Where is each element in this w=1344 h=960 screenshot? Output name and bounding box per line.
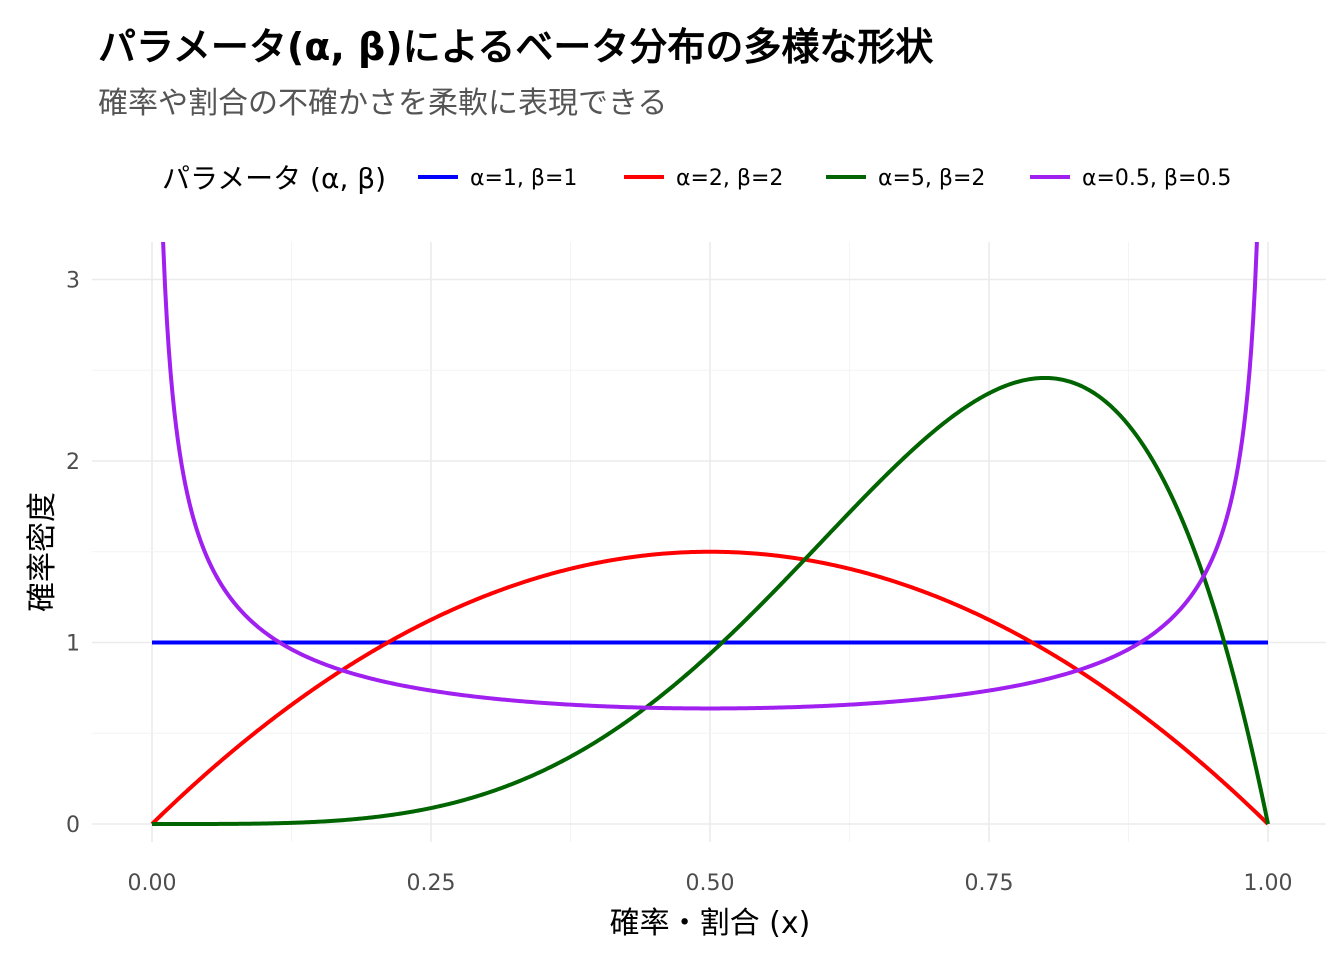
legend-label: α=0.5, β=0.5: [1082, 166, 1231, 191]
x-axis-ticks: 0.00 0.25 0.50 0.75 1.00: [128, 871, 1293, 896]
x-tick-label: 0.50: [686, 871, 735, 896]
x-tick-label: 0.00: [128, 871, 177, 896]
y-tick-label: 3: [66, 269, 80, 294]
chart-subtitle: 確率や割合の不確かさを柔軟に表現できる: [98, 86, 668, 121]
x-tick-label: 0.75: [965, 871, 1014, 896]
legend-label: α=1, β=1: [470, 166, 577, 191]
legend: パラメータ (α, β) α=1, β=1 α=2, β=2 α=5, β=2 α=0…: [162, 162, 1231, 195]
legend-title: パラメータ (α, β): [162, 162, 386, 195]
x-axis-title: 確率・割合 (x): [610, 906, 811, 941]
grid-lines: [92, 242, 1326, 842]
chart-title: パラメータ(α, β)によるベータ分布の多様な形状: [98, 25, 934, 69]
series-lines: [150, 242, 1270, 826]
series-line: [151, 375, 1270, 826]
legend-label: α=5, β=2: [878, 166, 985, 191]
y-tick-label: 1: [66, 632, 80, 657]
series-line: [161, 242, 1259, 711]
y-tick-label: 0: [66, 813, 80, 838]
x-tick-label: 0.25: [407, 871, 456, 896]
y-axis-title: 確率密度: [25, 492, 60, 612]
x-tick-label: 1.00: [1244, 871, 1293, 896]
legend-label: α=2, β=2: [676, 166, 783, 191]
y-tick-label: 2: [66, 450, 80, 475]
y-axis-ticks: 0 1 2 3: [66, 269, 80, 839]
series-line: [150, 549, 1270, 826]
